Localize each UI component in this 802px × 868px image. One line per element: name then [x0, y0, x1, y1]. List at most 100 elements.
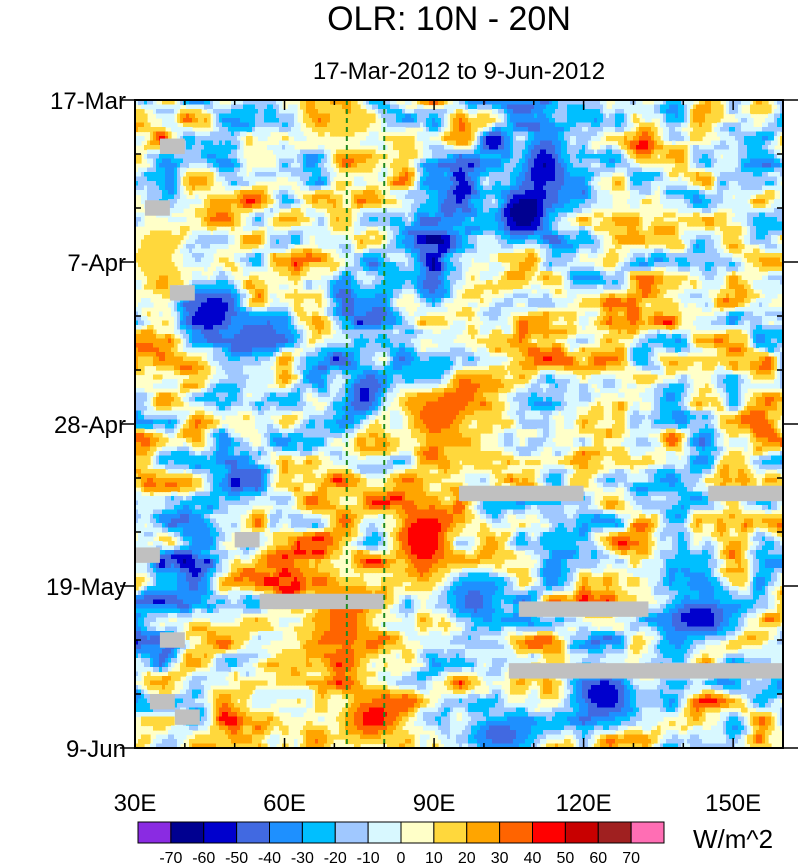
olr-cell	[216, 122, 220, 128]
olr-cell	[162, 109, 166, 115]
olr-cell	[486, 140, 490, 146]
olr-cell	[540, 113, 544, 119]
olr-cell	[312, 113, 316, 119]
olr-cell	[522, 104, 526, 110]
olr-cell	[177, 131, 181, 137]
olr-cell	[741, 100, 745, 106]
olr-cell	[483, 104, 487, 110]
olr-cell	[222, 136, 226, 142]
olr-cell	[471, 122, 475, 128]
olr-cell	[390, 122, 394, 128]
olr-cell	[318, 118, 322, 124]
olr-cell	[321, 127, 325, 133]
olr-cell	[750, 109, 754, 115]
olr-cell	[363, 127, 367, 133]
olr-cell	[753, 100, 757, 106]
olr-cell	[597, 118, 601, 124]
olr-cell	[765, 140, 769, 146]
olr-cell	[690, 131, 694, 137]
olr-cell	[516, 104, 520, 110]
olr-cell	[774, 140, 778, 146]
olr-cell	[285, 109, 289, 115]
olr-cell	[762, 100, 766, 106]
olr-cell	[552, 122, 556, 128]
olr-cell	[444, 109, 448, 115]
olr-cell	[294, 104, 298, 110]
olr-cell	[609, 194, 613, 200]
olr-cell	[267, 104, 271, 110]
olr-cell	[489, 100, 493, 106]
olr-cell	[213, 122, 217, 128]
olr-cell	[684, 136, 688, 142]
olr-cell	[270, 104, 274, 110]
olr-cell	[465, 127, 469, 133]
olr-cell	[453, 118, 457, 124]
olr-cell	[381, 127, 385, 133]
olr-cell	[612, 109, 616, 115]
olr-cell	[189, 131, 193, 137]
olr-cell	[135, 100, 139, 106]
olr-cell	[357, 118, 361, 124]
olr-cell	[630, 122, 634, 128]
olr-cell	[150, 140, 154, 146]
olr-cell	[327, 104, 331, 110]
olr-cell	[642, 122, 646, 128]
olr-cell	[549, 127, 553, 133]
olr-cell	[540, 127, 544, 133]
olr-cell	[393, 199, 397, 205]
olr-cell	[765, 136, 769, 142]
olr-cell	[363, 140, 367, 146]
olr-cell	[696, 109, 700, 115]
olr-cell	[561, 100, 565, 106]
olr-cell	[399, 109, 403, 115]
olr-cell	[507, 140, 511, 146]
olr-cell	[528, 122, 532, 128]
olr-cell	[588, 221, 592, 227]
olr-cell	[723, 122, 727, 128]
olr-cell	[711, 140, 715, 146]
olr-cell	[621, 140, 625, 146]
olr-cell	[234, 131, 238, 137]
olr-cell	[498, 145, 502, 151]
olr-cell	[615, 109, 619, 115]
olr-cell	[537, 145, 541, 151]
olr-cell	[204, 122, 208, 128]
olr-cell	[555, 100, 559, 106]
olr-cell	[333, 109, 337, 115]
olr-cell	[492, 104, 496, 110]
olr-cell	[606, 190, 610, 196]
olr-cell	[381, 145, 385, 151]
olr-cell	[201, 122, 205, 128]
olr-cell	[696, 104, 700, 110]
olr-cell	[243, 113, 247, 119]
olr-cell	[198, 136, 202, 142]
olr-cell	[585, 104, 589, 110]
olr-cell	[216, 127, 220, 133]
olr-cell	[756, 136, 760, 142]
olr-cell	[540, 100, 544, 106]
olr-cell	[279, 140, 283, 146]
olr-cell	[582, 136, 586, 142]
olr-cell	[387, 127, 391, 133]
olr-cell	[576, 131, 580, 137]
olr-cell	[375, 109, 379, 115]
olr-cell	[639, 140, 643, 146]
olr-cell	[573, 145, 577, 151]
olr-cell	[426, 109, 430, 115]
olr-cell	[351, 104, 355, 110]
olr-cell	[453, 136, 457, 142]
olr-cell	[645, 127, 649, 133]
olr-cell	[636, 136, 640, 142]
olr-cell	[588, 100, 592, 106]
olr-cell	[243, 172, 247, 178]
olr-cell	[381, 113, 385, 119]
olr-cell	[738, 118, 742, 124]
olr-cell	[366, 140, 370, 146]
olr-cell	[672, 131, 676, 137]
olr-cell	[246, 127, 250, 133]
olr-cell	[663, 104, 667, 110]
olr-cell	[384, 167, 388, 173]
olr-cell	[435, 100, 439, 106]
olr-cell	[483, 131, 487, 137]
olr-cell	[408, 122, 412, 128]
